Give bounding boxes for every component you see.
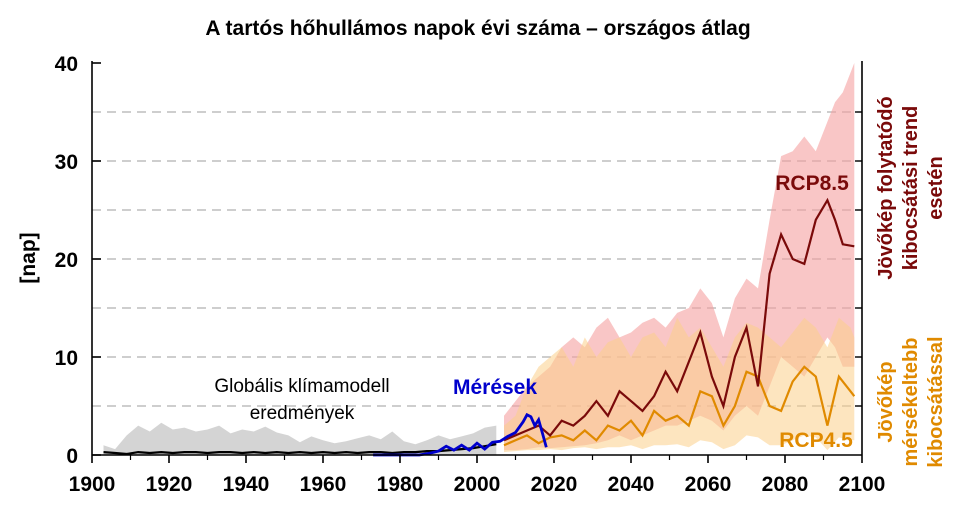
line-rcp85: [503, 197, 855, 442]
rcp85-label: RCP8.5: [775, 172, 849, 195]
grid-lines: [92, 111, 862, 407]
series-labels: Globális klímamodell eredmények Mérések RCP…: [214, 96, 947, 467]
x-tick-label: 2020: [531, 473, 578, 496]
x-tick-label: 2060: [685, 473, 732, 496]
line-rcp45: [503, 365, 856, 447]
rcp85-side-label-line: Jövőkép folytatódó: [875, 96, 897, 279]
rcp45-label: RCP4.5: [779, 429, 853, 452]
chart-title: A tartós hőhullámos napok évi száma – or…: [205, 17, 750, 40]
rcp45-side-label-line: Jövőkép: [875, 361, 897, 442]
model-label-line: eredmények: [250, 403, 355, 424]
y-tick-label: 20: [55, 249, 78, 272]
measurements-label: Mérések: [453, 376, 537, 399]
y-tick-label: 40: [55, 53, 78, 76]
x-tick-label: 2100: [839, 473, 886, 496]
x-tick-label: 2080: [762, 473, 809, 496]
rcp85-side-label-line: kibocsátási trend: [900, 106, 922, 271]
x-tick-label: 2000: [454, 473, 501, 496]
rcp45-side-label-line: kibocsátással: [925, 336, 947, 467]
rcp45-side-label-line: mérsékeltebb: [900, 338, 922, 467]
x-tick-label: 2040: [608, 473, 655, 496]
band-model-historical: [103, 422, 497, 455]
x-tick-label: 1980: [377, 473, 424, 496]
x-tick-label: 1960: [300, 473, 347, 496]
model-label-line: Globális klímamodell: [214, 376, 389, 397]
y-axis-label: [nap]: [17, 232, 40, 283]
x-tick-label: 1920: [146, 473, 193, 496]
x-tick-label: 1940: [223, 473, 270, 496]
y-tick-label: 10: [55, 347, 78, 370]
axes: 0 10 20 30 40 1900 1920 1940 1960 1980 2000 2020 204…: [55, 53, 886, 496]
y-tick-label: 0: [66, 445, 78, 468]
y-tick-label: 30: [55, 151, 78, 174]
x-tick-label: 1900: [69, 473, 116, 496]
line-model-historical: [103, 443, 497, 456]
rcp85-side-label-line: esetén: [925, 156, 947, 219]
